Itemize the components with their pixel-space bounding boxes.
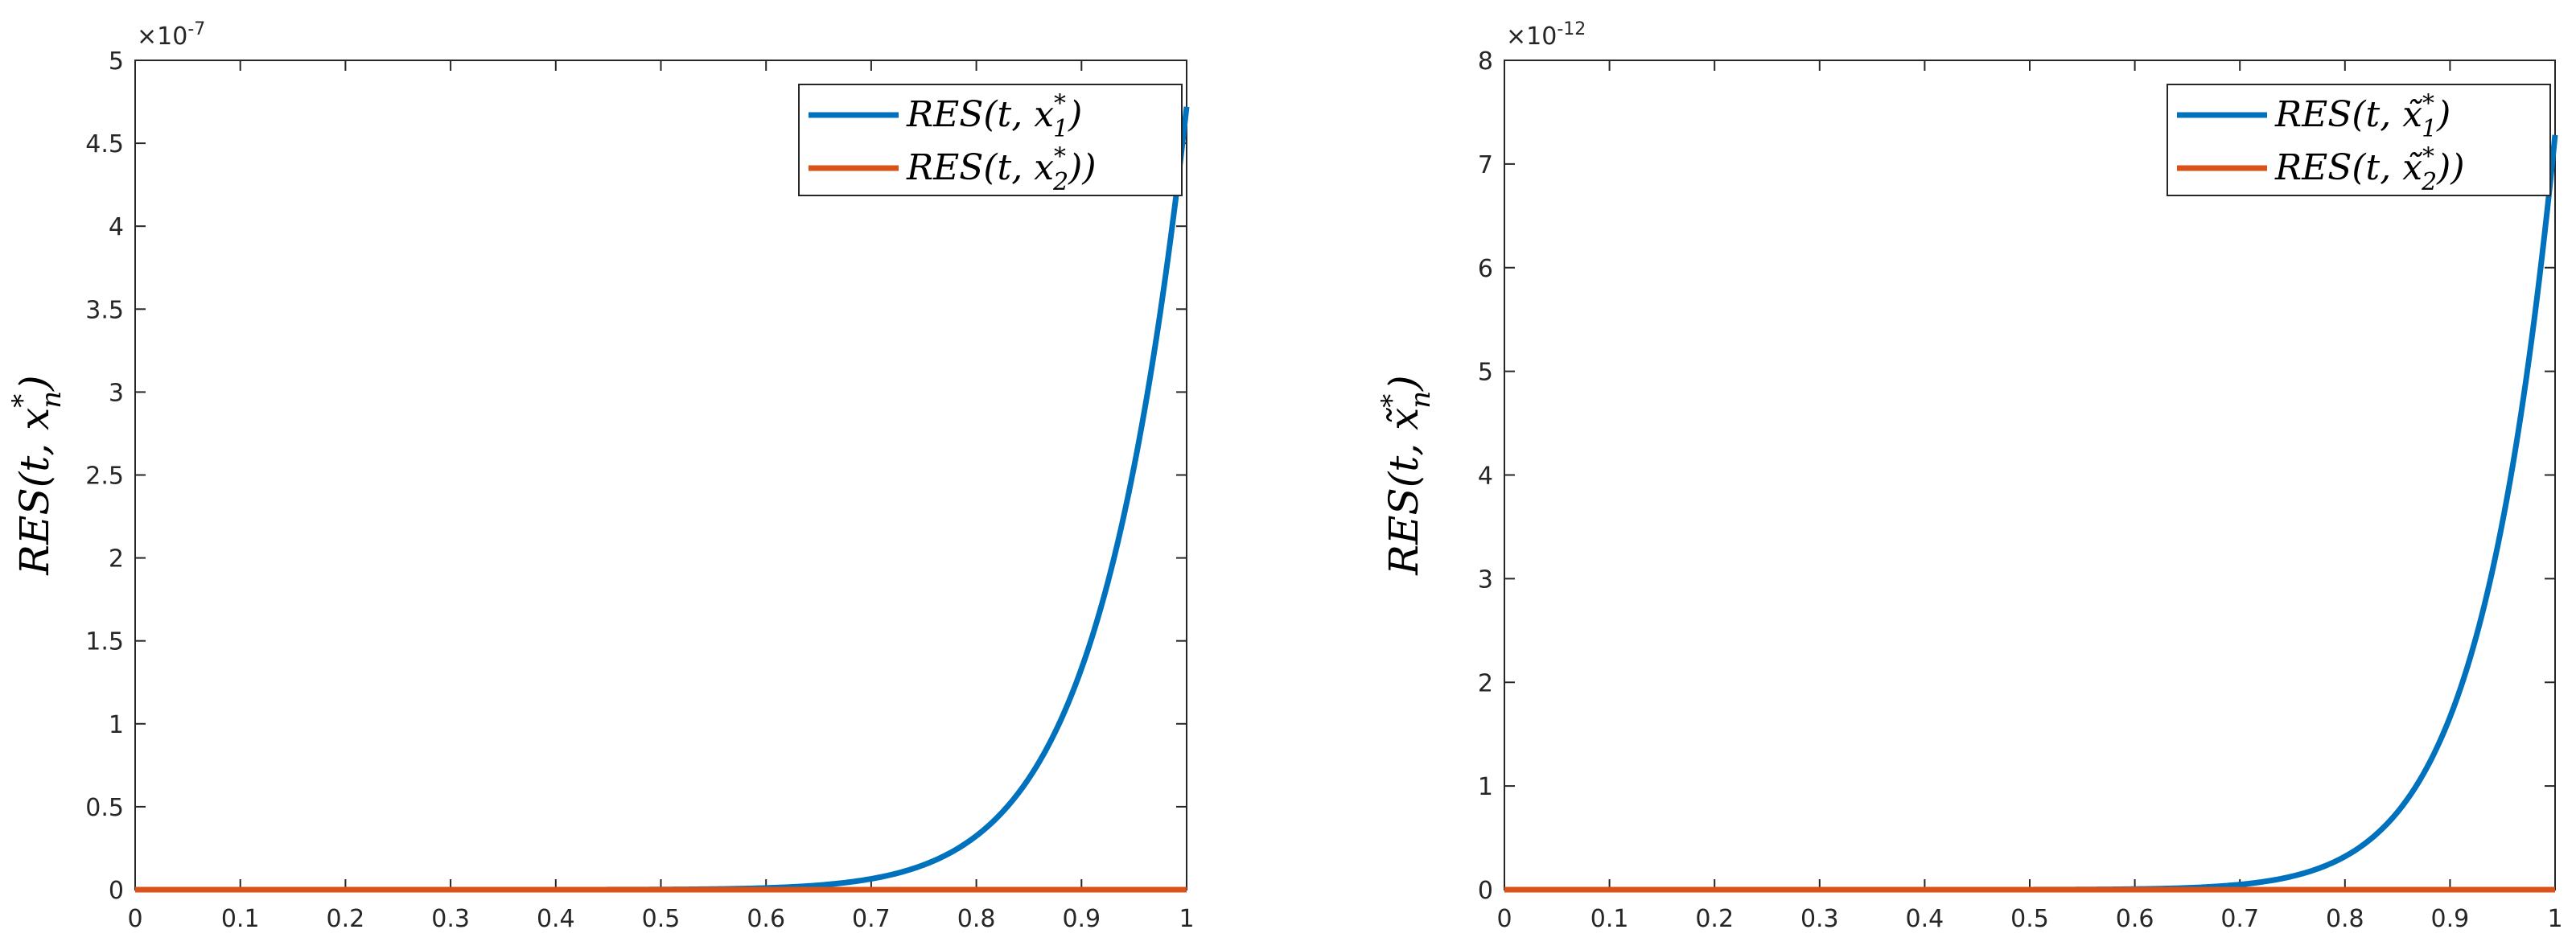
legend-box: [798, 84, 1183, 196]
plot-area-2: [1504, 60, 2556, 890]
x-tick-label: 0.9: [1062, 905, 1101, 933]
y-tick-label: 0: [109, 877, 124, 905]
x-tick-label: 0.5: [2010, 905, 2049, 933]
x-tick-label: 0.1: [221, 905, 260, 933]
y-tick-label: 8: [1478, 47, 1493, 76]
y-tick-label: 5: [1478, 359, 1493, 387]
y-tick-label: 7: [1478, 151, 1493, 179]
y-tick-label: 4: [1478, 463, 1493, 491]
x-tick-label: 0.2: [327, 905, 365, 933]
x-tick-label: 0.3: [431, 905, 470, 933]
chart-1: 0 0.1 0.2 0.3 0.4 0.5 0.6 0.7 0.8 0.9 1 0 0.5 1 1.5 2 2.…: [6, 19, 1195, 933]
x-tick-label: 0.8: [2326, 905, 2364, 933]
chart-2: 0 0.1 0.2 0.3 0.4 0.5 0.6 0.7 0.8 0.9 1 0 1 2 3 4 5 6 7 8 ×1…: [1376, 19, 2563, 933]
y-tick-label: 3: [109, 379, 124, 407]
x-tick-label: 0: [127, 905, 142, 933]
y-tick-label: 4.5: [85, 130, 124, 158]
x-tick-label: 0.2: [1695, 905, 1734, 933]
x-tick-label: 0.7: [2220, 905, 2259, 933]
y-tick-label: 6: [1478, 255, 1493, 283]
x-tick-label: 0.3: [1800, 905, 1839, 933]
legend-label-2: RES(t, x̃* 2)): [2274, 143, 2465, 197]
x-tick-label: 0.7: [852, 905, 891, 933]
y-axis-label: RES(t, x*n): [6, 375, 68, 575]
y-axis-label: RES(t, x̃*n): [1376, 375, 1437, 575]
legend: RES(t, x* 1)RES(t, x* 2)): [798, 84, 1183, 197]
legend-label-1: RES(t, x̃* 1): [2274, 90, 2450, 144]
x-tick-label: 0.9: [2431, 905, 2470, 933]
legend-label-1: RES(t, x* 1): [906, 90, 1082, 144]
y-tick-label: 0: [1478, 877, 1493, 905]
plot-area-1: [134, 60, 1187, 890]
x-tick-label: 1: [1179, 905, 1194, 933]
legend-label-2: RES(t, x* 2)): [906, 143, 1097, 197]
x-tick-label: 1: [2547, 905, 2562, 933]
x-tick-label: 0.8: [957, 905, 996, 933]
legend-box: [2167, 84, 2551, 196]
y-axis-exponent: ×10-12: [1506, 19, 1586, 51]
x-tick-label: 0.4: [1906, 905, 1944, 933]
y-tick-label: 0.5: [85, 794, 124, 822]
x-tick-label: 0.6: [2116, 905, 2154, 933]
y-tick-label: 5: [109, 47, 124, 76]
x-tick-label: 0.4: [537, 905, 575, 933]
y-tick-label: 2: [109, 545, 124, 574]
y-tick-label: 4: [109, 213, 124, 241]
legend: RES(t, x̃* 1)RES(t, x̃* 2)): [2167, 84, 2551, 197]
x-tick-label: 0.6: [747, 905, 785, 933]
y-tick-label: 3: [1478, 565, 1493, 594]
y-axis-exponent: ×10-7: [137, 19, 205, 51]
y-tick-label: 1.5: [85, 628, 124, 656]
x-tick-label: 0: [1496, 905, 1512, 933]
x-tick-label: 0.1: [1590, 905, 1629, 933]
y-tick-label: 3.5: [85, 296, 124, 324]
y-tick-label: 1: [1478, 773, 1493, 801]
y-tick-label: 2: [1478, 669, 1493, 697]
x-tick-label: 0.5: [642, 905, 681, 933]
y-tick-label: 2.5: [85, 463, 124, 491]
y-tick-label: 1: [109, 711, 124, 739]
